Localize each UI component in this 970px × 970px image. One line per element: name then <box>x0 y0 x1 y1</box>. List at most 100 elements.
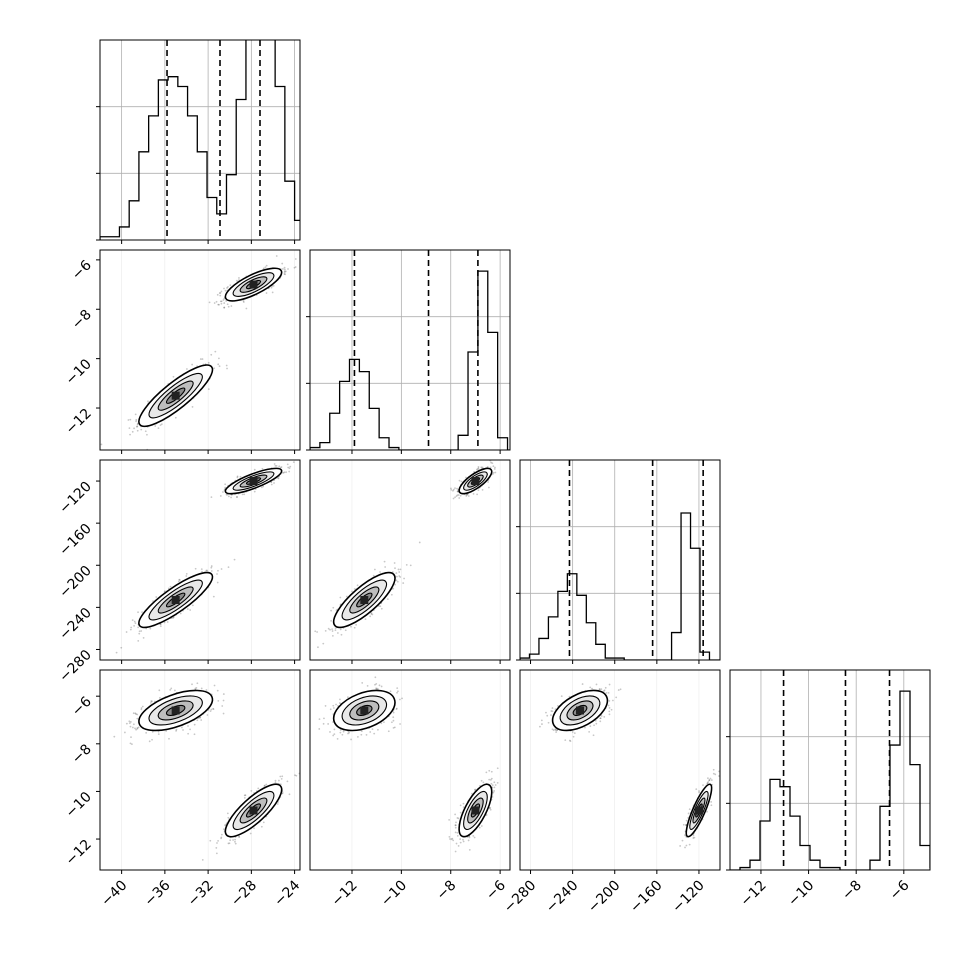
sample-point <box>144 430 147 433</box>
sample-point <box>129 418 132 421</box>
sample-point <box>375 688 378 691</box>
sample-point <box>395 579 398 582</box>
sample-point <box>340 633 343 636</box>
sample-point <box>147 400 149 403</box>
sample-point <box>140 707 143 709</box>
sample-point <box>243 493 246 496</box>
sample-point <box>216 689 219 692</box>
sample-point <box>225 493 228 496</box>
sample-point <box>318 728 321 730</box>
sample-point <box>323 717 325 720</box>
sample-point <box>128 722 131 724</box>
sample-point <box>149 627 152 630</box>
sample-point <box>163 590 166 593</box>
sample-point <box>486 466 489 468</box>
sample-point <box>456 494 459 497</box>
sample-point <box>284 273 287 276</box>
sample-point <box>127 419 130 421</box>
sample-point <box>201 570 203 573</box>
panel-2-0 <box>96 459 301 664</box>
sample-point <box>265 783 268 786</box>
sample-point <box>235 279 238 282</box>
density-peak <box>171 391 180 400</box>
sample-point <box>477 489 480 492</box>
sample-point <box>136 727 139 730</box>
sample-point <box>405 563 408 566</box>
sample-point <box>327 723 330 725</box>
sample-point <box>281 792 284 794</box>
panel-3-0 <box>96 669 301 874</box>
histogram-0 <box>100 40 300 240</box>
y-tick-label: −10 <box>63 789 95 821</box>
panel-frame <box>309 249 511 451</box>
sample-point <box>399 568 402 571</box>
sample-point <box>238 835 240 838</box>
sample-point <box>283 266 286 269</box>
sample-point <box>210 565 213 567</box>
sample-point <box>215 852 218 855</box>
sample-point <box>210 566 213 569</box>
sample-point <box>293 266 296 269</box>
y-tick-label: −12 <box>63 406 95 438</box>
sample-point <box>454 487 456 490</box>
sample-point <box>487 486 490 489</box>
sample-point <box>374 676 377 679</box>
sample-point <box>480 466 483 469</box>
sample-point <box>129 725 132 728</box>
sample-point <box>339 596 342 599</box>
sample-point <box>123 731 126 734</box>
sample-point <box>376 687 379 690</box>
y-tick-label: −200 <box>56 563 95 602</box>
sample-point <box>236 496 239 498</box>
sample-point <box>222 828 225 831</box>
sample-point <box>172 616 175 619</box>
sample-point <box>135 418 138 421</box>
sample-point <box>271 291 274 294</box>
sample-point <box>137 726 140 729</box>
sample-point <box>395 575 398 578</box>
sample-point <box>216 573 218 575</box>
sample-point <box>193 723 196 726</box>
sample-point <box>294 258 297 260</box>
sample-point <box>125 631 128 633</box>
sample-point <box>465 476 467 479</box>
sample-point <box>491 784 494 787</box>
sample-point <box>227 566 230 569</box>
density-peak <box>471 477 480 486</box>
sample-point <box>283 268 286 271</box>
sample-point <box>141 611 143 613</box>
sample-point <box>282 268 284 270</box>
sample-point <box>205 569 208 572</box>
sample-point <box>455 495 458 497</box>
sample-point <box>454 813 457 816</box>
sample-point <box>455 842 458 845</box>
sample-point <box>221 705 224 707</box>
sample-point <box>226 367 228 370</box>
sample-point <box>452 489 454 492</box>
sample-point <box>377 728 379 731</box>
sample-point <box>276 803 279 805</box>
sample-point <box>135 713 137 715</box>
sample-point <box>287 466 290 469</box>
sample-point <box>280 466 283 468</box>
sample-point <box>120 646 123 649</box>
sample-point <box>263 785 266 787</box>
sample-point <box>230 305 233 307</box>
sample-point <box>476 493 479 496</box>
sample-point <box>393 562 396 564</box>
sample-point <box>399 576 402 578</box>
sample-point <box>389 690 392 693</box>
sample-point <box>223 297 226 300</box>
sample-point <box>331 628 334 631</box>
sample-point <box>242 299 245 302</box>
sample-point <box>360 730 363 733</box>
sample-point <box>265 292 268 294</box>
sample-point <box>283 271 286 274</box>
sample-point <box>224 486 227 489</box>
sample-point <box>135 420 137 423</box>
density-peak <box>171 706 180 715</box>
sample-point <box>475 468 478 471</box>
sample-point <box>210 353 213 356</box>
sample-point <box>113 735 116 738</box>
sample-point <box>173 689 176 692</box>
